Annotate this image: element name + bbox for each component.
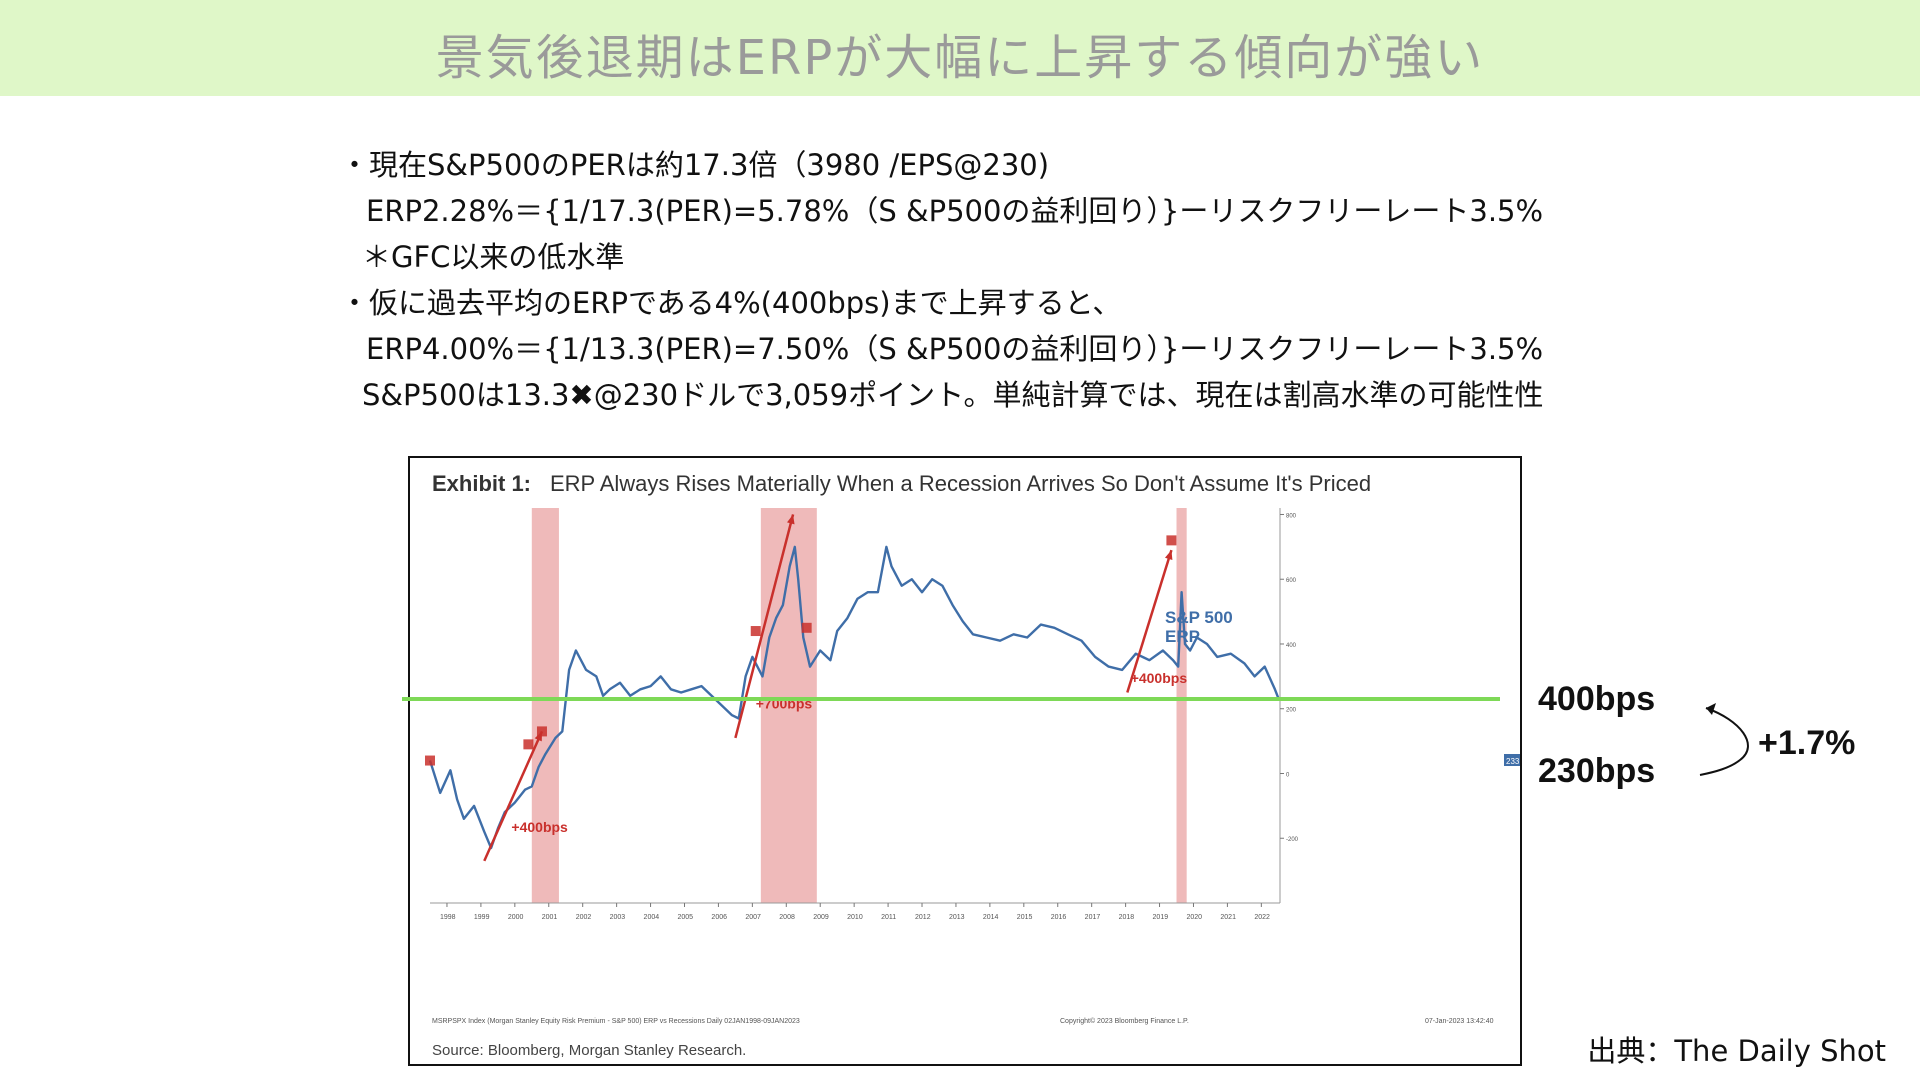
x-tick-label-2018: 2018	[1119, 914, 1135, 921]
x-tick-label-1998: 1998	[440, 914, 456, 921]
exhibit-label: Exhibit 1:	[432, 471, 531, 496]
y-tick-label-800: 800	[1286, 513, 1297, 519]
bullet-line-6: S&P500は13.3✖@230ドルで3,059ポイント。単純計算では、現在は割…	[362, 378, 1544, 412]
x-tick-label-1999: 1999	[474, 914, 490, 921]
footer-right: 07-Jan-2023 13:42:40	[1425, 1018, 1494, 1025]
x-tick-label-2019: 2019	[1153, 914, 1169, 921]
event-marker-2	[523, 739, 534, 750]
x-tick-label-2015: 2015	[1017, 914, 1033, 921]
x-tick-label-2008: 2008	[779, 914, 795, 921]
x-tick-label-2017: 2017	[1085, 914, 1101, 921]
arrow-label-3: +400bps	[1131, 670, 1188, 686]
x-tick-label-2000: 2000	[508, 914, 524, 921]
last-value-text: 233.3	[1506, 757, 1520, 766]
arrow-3	[1126, 549, 1173, 693]
x-tick-label-2016: 2016	[1051, 914, 1067, 921]
x-tick-label-2010: 2010	[847, 914, 863, 921]
x-tick-label-2021: 2021	[1220, 914, 1236, 921]
recession-bands	[531, 508, 1187, 903]
axes: 1998 1999 2000 2001 2002 2003 2004 2005 2006 2007…	[430, 508, 1299, 921]
bullet-line-1: ・現在S&P500のPERは約17.3倍（3980 /EPS@230)	[340, 148, 1050, 182]
event-marker-5	[801, 622, 812, 633]
x-tick-label-2012: 2012	[915, 914, 931, 921]
erp-chart: Exhibit 1: ERP Always Rises Materially W…	[425, 471, 1527, 1059]
exhibit-chart-frame: Exhibit 1: ERP Always Rises Materially W…	[408, 456, 1527, 1066]
exhibit-title: ERP Always Rises Materially When a Reces…	[550, 471, 1371, 496]
event-marker-6	[1166, 535, 1177, 546]
y-tick-label--200: -200	[1286, 837, 1299, 843]
x-tick-label-2020: 2020	[1186, 914, 1202, 921]
x-tick-label-2013: 2013	[949, 914, 965, 921]
y-tick-label-0: 0	[1286, 772, 1290, 778]
x-tick-label-2006: 2006	[711, 914, 727, 921]
diff-label: +1.7%	[1758, 724, 1856, 762]
erp-line	[428, 545, 1280, 850]
last-value-badge	[1504, 754, 1524, 766]
arrow-head-2	[787, 514, 795, 525]
bullet-line-5: ERP4.00%＝{1/13.3(PER)=7.50%（S &P500の益利回り…	[366, 332, 1544, 366]
y-tick-label-400: 400	[1286, 643, 1297, 649]
y-tick-label-600: 600	[1286, 578, 1297, 584]
x-tick-label-2014: 2014	[983, 914, 999, 921]
recession-band-3	[1176, 508, 1187, 903]
exhibit-source: Source: Bloomberg, Morgan Stanley Resear…	[432, 1042, 746, 1059]
x-tick-label-2002: 2002	[576, 914, 592, 921]
level-400-label: 400bps	[1538, 680, 1656, 718]
x-tick-label-2005: 2005	[677, 914, 693, 921]
slide-title: 景気後退期はERPが大幅に上昇する傾向が強い	[435, 30, 1485, 86]
arrow-head-3	[1164, 550, 1173, 561]
series-label-erp: ERP	[1165, 627, 1200, 646]
x-tick-label-2022: 2022	[1254, 914, 1270, 921]
footer-mid: Copyright© 2023 Bloomberg Finance L.P.	[1060, 1017, 1189, 1025]
erp-series	[428, 545, 1280, 850]
recession-band-1	[531, 508, 559, 903]
arrow-1	[483, 730, 544, 862]
title-banner: 景気後退期はERPが大幅に上昇する傾向が強い	[0, 0, 1920, 96]
x-tick-label-2004: 2004	[644, 914, 660, 921]
x-tick-label-2009: 2009	[813, 914, 829, 921]
footer-left: MSRPSPX Index (Morgan Stanley Equity Ris…	[432, 1018, 800, 1025]
bullet-line-2: ERP2.28%＝{1/17.3(PER)=5.78%（S &P500の益利回り…	[366, 194, 1544, 228]
source-credit: 出典：The Daily Shot	[1587, 1034, 1886, 1068]
x-tick-label-2001: 2001	[542, 914, 558, 921]
series-label: S&P 500	[1165, 608, 1233, 627]
x-tick-label-2003: 2003	[610, 914, 626, 921]
event-marker-1	[425, 755, 435, 766]
event-marker-3	[536, 726, 547, 737]
y-tick-label-200: 200	[1286, 708, 1297, 714]
x-tick-label-2011: 2011	[881, 914, 896, 921]
arrow-label-1: +400bps	[511, 819, 568, 835]
bullet-line-4: ・仮に過去平均のERPである4%(400bps)まで上昇すると、	[340, 286, 1122, 320]
bullet-line-3: ＊GFC以来の低水準	[362, 240, 625, 274]
arrow-label-2: +700bps	[756, 696, 813, 712]
level-230-label: 230bps	[1538, 752, 1656, 790]
x-tick-label-2007: 2007	[745, 914, 761, 921]
event-marker-4	[750, 626, 761, 637]
bracket-upper	[1699, 707, 1749, 776]
bullet-list: ・現在S&P500のPERは約17.3倍（3980 /EPS@230) ERP2…	[340, 142, 1544, 418]
bracket-arrowhead	[1706, 703, 1716, 715]
